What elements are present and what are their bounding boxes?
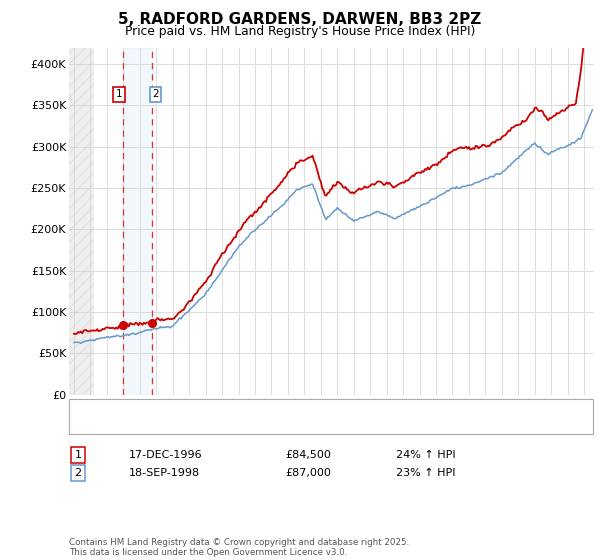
Text: £84,500: £84,500 <box>285 450 331 460</box>
Text: 5, RADFORD GARDENS, DARWEN, BB3 2PZ (detached house): 5, RADFORD GARDENS, DARWEN, BB3 2PZ (det… <box>112 405 435 415</box>
Text: Contains HM Land Registry data © Crown copyright and database right 2025.: Contains HM Land Registry data © Crown c… <box>69 538 409 547</box>
Text: 5, RADFORD GARDENS, DARWEN, BB3 2PZ: 5, RADFORD GARDENS, DARWEN, BB3 2PZ <box>118 12 482 27</box>
Text: 18-SEP-1998: 18-SEP-1998 <box>129 468 200 478</box>
Text: HPI: Average price, detached house, Blackburn with Darwen: HPI: Average price, detached house, Blac… <box>112 421 432 430</box>
Text: 1: 1 <box>116 90 122 100</box>
Text: 24% ↑ HPI: 24% ↑ HPI <box>396 450 455 460</box>
Text: 2: 2 <box>152 90 158 100</box>
Text: 2: 2 <box>74 468 82 478</box>
Bar <box>122 48 152 395</box>
Text: 17-DEC-1996: 17-DEC-1996 <box>129 450 203 460</box>
Bar <box>53 48 94 395</box>
Text: 1: 1 <box>74 450 82 460</box>
Text: This data is licensed under the Open Government Licence v3.0.: This data is licensed under the Open Gov… <box>69 548 347 557</box>
Text: £87,000: £87,000 <box>285 468 331 478</box>
Text: Price paid vs. HM Land Registry's House Price Index (HPI): Price paid vs. HM Land Registry's House … <box>125 25 475 38</box>
Text: 23% ↑ HPI: 23% ↑ HPI <box>396 468 455 478</box>
